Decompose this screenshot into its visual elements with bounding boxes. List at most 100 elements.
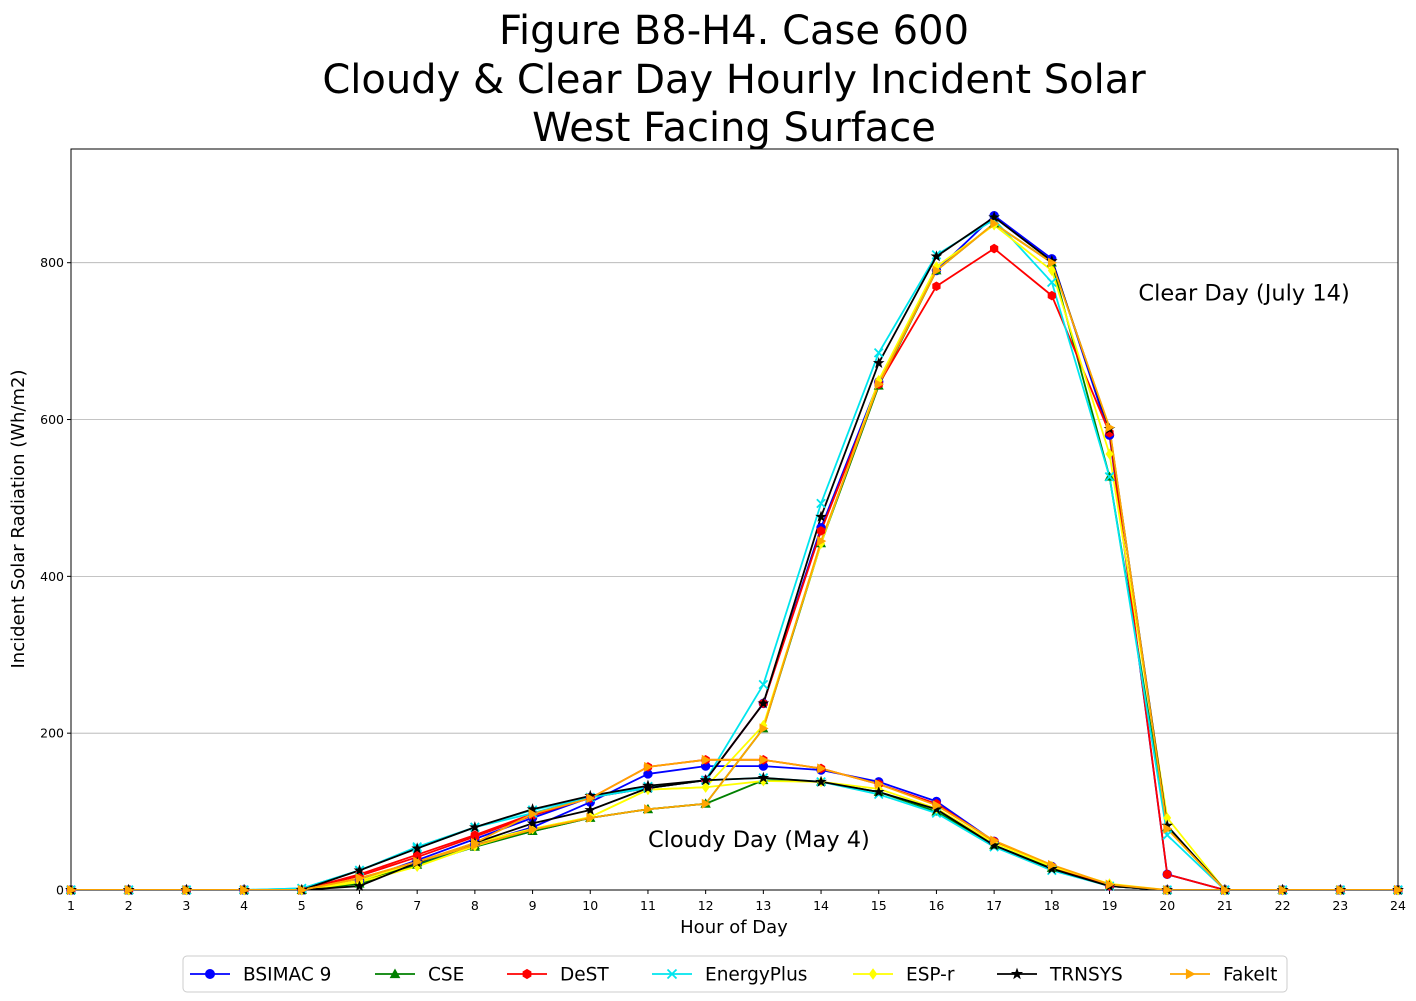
data-point-fakeit-cloudy <box>874 779 884 790</box>
x-tick-label: 3 <box>182 898 190 913</box>
data-point-trnsys-clear <box>642 781 654 794</box>
x-tick-label: 6 <box>356 898 364 913</box>
y-tick-label: 800 <box>40 255 64 270</box>
data-point-fakeit-clear <box>1105 422 1115 433</box>
legend-swatch-marker <box>1010 967 1024 980</box>
chart-title: Figure B8-H4. Case 600 Cloudy & Clear Da… <box>322 8 1146 151</box>
data-point-trnsys-clear <box>699 774 712 786</box>
data-point-dest-clear <box>1047 290 1056 301</box>
legend-swatch-marker <box>666 968 678 980</box>
legend-item-energyplus: EnergyPlus <box>652 965 807 986</box>
legend-label: EnergyPlus <box>705 965 807 986</box>
x-tick-label: 23 <box>1332 898 1348 913</box>
series-line-fakeit-clear <box>71 222 1398 890</box>
data-point-fakeit-clear <box>413 856 423 867</box>
x-tick-label: 10 <box>582 898 598 913</box>
data-point-fakeit-cloudy <box>759 754 769 765</box>
data-point-fakeit-clear <box>528 824 538 835</box>
data-point-fakeit-cloudy <box>1163 884 1173 896</box>
data-point-fakeit-clear <box>1221 884 1231 896</box>
annotation-cloudy-day: Cloudy Day (May 4) <box>648 827 870 853</box>
data-point-fakeit-clear <box>1278 884 1288 896</box>
legend-item-bsimac-9: BSIMAC 9 <box>190 965 331 986</box>
title-line-2: Cloudy & Clear Day Hourly Incident Solar <box>322 57 1146 103</box>
x-tick-label: 24 <box>1390 898 1406 913</box>
data-point-dest-clear <box>1163 869 1172 880</box>
data-point-trnsys-clear <box>526 817 539 829</box>
legend: BSIMAC 9 CSE DeST EnergyPlus ESP-r TRNSYS Fake… <box>182 955 1288 993</box>
data-point-trnsys-clear <box>584 803 597 815</box>
x-tick-label: 13 <box>755 898 771 913</box>
legend-frame <box>182 955 1288 993</box>
plot-area-frame <box>70 148 1399 891</box>
legend-swatch-marker <box>522 968 532 980</box>
data-point-fakeit-cloudy <box>932 800 942 811</box>
data-point-fakeit-clear <box>1336 884 1346 896</box>
data-point-fakeit-clear <box>355 873 365 884</box>
data-point-energyplus-clear <box>1046 277 1057 288</box>
y-gridlines <box>71 262 1398 734</box>
x-tick-label: 14 <box>813 898 829 913</box>
data-point-fakeit-clear <box>817 536 827 547</box>
data-point-fakeit-cloudy <box>528 808 538 819</box>
data-point-energyplus-clear <box>873 348 884 358</box>
legend-label: DeST <box>560 965 609 986</box>
data-point-trnsys-cloudy <box>469 821 481 833</box>
series-line-esp-r-cloudy <box>71 780 1398 890</box>
legend-label: TRNSYS <box>1049 965 1123 986</box>
series-line-bsimac-9-clear <box>71 214 1398 890</box>
data-point-esp-r-clear <box>1105 448 1114 460</box>
data-point-fakeit-clear <box>1394 884 1404 896</box>
x-tick-label: 7 <box>413 898 421 913</box>
y-tick-label: 0 <box>56 883 64 898</box>
x-tick-label: 22 <box>1275 898 1291 913</box>
legend-item-esp-r: ESP-r <box>853 965 955 986</box>
data-point-energyplus-clear <box>816 498 826 509</box>
data-point-trnsys-clear <box>757 697 770 709</box>
legend-label: FakeIt <box>1223 965 1277 986</box>
series-line-energyplus-clear <box>71 218 1398 890</box>
data-point-fakeit-clear <box>759 723 769 734</box>
legend-swatch-marker <box>868 968 878 980</box>
legend-item-fakeit: FakeIt <box>1170 965 1277 986</box>
x-tick-label: 4 <box>240 898 248 913</box>
data-point-esp-r-clear <box>701 781 710 793</box>
data-point-trnsys-clear <box>988 211 1000 223</box>
title-line-3: West Facing Surface <box>532 105 936 151</box>
x-tick-label: 16 <box>928 898 944 913</box>
series-layer <box>71 214 1398 890</box>
data-point-trnsys-cloudy <box>757 771 770 783</box>
x-tick-label: 11 <box>640 898 656 913</box>
data-point-fakeit-clear <box>67 884 77 896</box>
x-tick-label: 9 <box>529 898 537 913</box>
data-point-dest-clear <box>816 526 826 536</box>
series-line-trnsys-clear <box>71 216 1398 890</box>
data-point-fakeit-clear <box>1163 823 1173 834</box>
data-point-fakeit-clear <box>471 840 481 851</box>
data-point-fakeit-clear <box>990 218 1000 229</box>
data-point-fakeit-cloudy <box>586 793 596 804</box>
series-line-cse-cloudy <box>71 779 1398 890</box>
data-point-fakeit-cloudy <box>644 761 654 772</box>
data-point-fakeit-clear <box>644 804 654 815</box>
data-point-fakeit-clear <box>240 884 250 896</box>
data-point-fakeit-clear <box>932 265 942 276</box>
data-point-fakeit-clear <box>182 884 192 896</box>
data-point-trnsys-clear <box>930 250 943 262</box>
x-tick-label: 18 <box>1044 898 1060 913</box>
data-point-dest-clear <box>932 281 941 291</box>
data-point-trnsys-clear <box>872 356 885 368</box>
legend-label: ESP-r <box>906 965 955 986</box>
title-line-1: Figure B8-H4. Case 600 <box>499 8 969 54</box>
series-line-dest-clear <box>71 247 1398 890</box>
x-tick-label: 20 <box>1159 898 1175 913</box>
series-line-fakeit-cloudy <box>71 758 1398 890</box>
x-tick-label: 5 <box>298 898 306 913</box>
y-tick-label: 200 <box>40 726 64 741</box>
x-axis-ticks: 1 2 3 4 5 6 7 8 9 10 11 12 13 14 15 16 17 18 19 20 21 22 23 24 <box>67 890 1406 913</box>
x-axis-label: Hour of Day <box>680 917 788 938</box>
data-point-trnsys-cloudy <box>411 842 423 854</box>
data-point-fakeit-cloudy <box>990 835 1000 846</box>
data-point-trnsys-cloudy <box>353 864 366 876</box>
x-tick-label: 2 <box>125 898 133 913</box>
